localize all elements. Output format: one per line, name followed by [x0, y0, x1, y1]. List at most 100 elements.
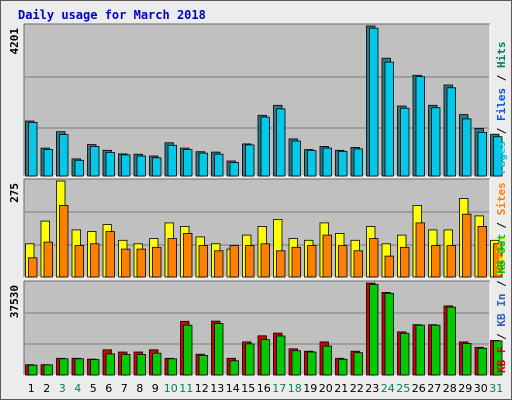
bar-visits-sites-14 [229, 245, 239, 278]
bar-hits-pages-25 [400, 107, 410, 177]
bar-visits-sites-1 [28, 257, 38, 278]
bar-visits-sites-13 [214, 250, 224, 278]
legend-separator: / [495, 121, 508, 141]
bar-visits-sites-21 [338, 245, 348, 278]
x-tick-label-28: 28 [443, 382, 457, 395]
bar-kbytes-kb-out-8 [136, 353, 146, 376]
x-tick-label-12: 12 [195, 382, 209, 395]
x-tick-label-10: 10 [164, 382, 178, 395]
x-tick-label-27: 27 [427, 382, 441, 395]
x-tick-label-25: 25 [396, 382, 410, 395]
bar-hits-pages-31 [493, 136, 503, 177]
y-max-label: 275 [8, 183, 21, 203]
legend-visits: Visits / Sites [495, 182, 508, 275]
y-max-label: 37530 [8, 285, 21, 318]
x-tick-label-5: 5 [90, 382, 97, 395]
x-tick-label-1: 1 [28, 382, 35, 395]
x-tick-label-3: 3 [59, 382, 66, 395]
bar-visits-sites-2 [43, 241, 53, 278]
bar-kbytes-kb-out-16 [260, 339, 270, 376]
bar-visits-sites-4 [74, 245, 84, 278]
x-tick-label-4: 4 [74, 382, 81, 395]
x-tick-label-11: 11 [179, 382, 193, 395]
bar-hits-pages-15 [245, 144, 255, 177]
bar-kbytes-kb-out-20 [322, 345, 332, 376]
bar-hits-pages-3 [59, 134, 69, 177]
bar-hits-pages-5 [90, 145, 100, 177]
bar-visits-sites-28 [446, 245, 456, 278]
bar-visits-sites-30 [477, 225, 487, 278]
bar-kbytes-kb-out-3 [59, 358, 69, 376]
bar-kbytes-kb-out-2 [43, 364, 53, 376]
bar-visits-sites-8 [136, 248, 146, 278]
legend-separator: / [495, 215, 508, 235]
x-tick-label-18: 18 [288, 382, 302, 395]
bar-hits-pages-23 [369, 27, 379, 177]
x-tick-label-15: 15 [241, 382, 255, 395]
bar-hits-pages-19 [307, 150, 317, 177]
bar-visits-sites-27 [431, 245, 441, 278]
bar-hits-pages-14 [229, 161, 239, 177]
bar-kbytes-kb-out-6 [105, 353, 115, 376]
legend-separator: / [495, 274, 508, 294]
legend-item-kb-f: KB F [495, 347, 508, 374]
bar-kbytes-kb-out-27 [431, 324, 441, 376]
bar-hits-pages-21 [338, 150, 348, 177]
bar-hits-pages-24 [384, 61, 394, 177]
bar-hits-pages-28 [446, 87, 456, 177]
bar-kbytes-kb-out-10 [167, 358, 177, 376]
bar-kbytes-kb-out-18 [291, 350, 301, 376]
bar-visits-sites-29 [462, 213, 472, 278]
x-tick-label-24: 24 [381, 382, 395, 395]
legend-hits: Pages / Files / Hits [495, 42, 508, 175]
bar-hits-pages-17 [276, 108, 286, 177]
legend-kbytes: KB F / KB In / KB Out [495, 234, 508, 373]
bar-hits-pages-27 [431, 107, 441, 177]
legend-item-hits: Hits [495, 42, 508, 69]
bar-visits-sites-23 [369, 238, 379, 278]
bar-visits-sites-5 [90, 243, 100, 278]
x-tick-label-23: 23 [365, 382, 379, 395]
x-tick-label-9: 9 [152, 382, 159, 395]
bar-visits-sites-3 [59, 204, 69, 278]
panel-kbytes [24, 281, 490, 375]
bar-visits-sites-31 [493, 243, 503, 278]
x-tick-label-30: 30 [474, 382, 488, 395]
bar-visits-sites-18 [291, 246, 301, 278]
bar-kbytes-kb-out-24 [384, 292, 394, 376]
legend-item-sites: Sites [495, 182, 508, 215]
x-tick-label-7: 7 [121, 382, 128, 395]
x-tick-label-26: 26 [412, 382, 426, 395]
bar-kbytes-kb-out-11 [183, 324, 193, 376]
y-max-label: 4201 [8, 28, 21, 55]
bar-kbytes-kb-out-26 [415, 324, 425, 376]
bar-hits-pages-4 [74, 159, 84, 177]
panel-visits [24, 179, 490, 277]
bar-kbytes-kb-out-9 [152, 352, 162, 376]
bar-kbytes-kb-out-7 [121, 353, 131, 376]
legend-item-pages: Pages [495, 141, 508, 174]
panel-hits [24, 24, 490, 176]
bar-hits-pages-29 [462, 118, 472, 177]
bar-hits-pages-1 [28, 122, 38, 177]
x-tick-label-2: 2 [43, 382, 50, 395]
bar-kbytes-kb-out-28 [446, 306, 456, 376]
legend-item-kb-in: KB In [495, 294, 508, 327]
bar-hits-pages-10 [167, 144, 177, 177]
bar-kbytes-kb-out-14 [229, 360, 239, 376]
legend-item-kb-out: KB Out [495, 234, 508, 274]
bar-kbytes-kb-out-25 [400, 332, 410, 376]
bar-hits-pages-16 [260, 116, 270, 177]
x-tick-label-19: 19 [303, 382, 317, 395]
x-tick-label-17: 17 [272, 382, 286, 395]
bar-kbytes-kb-out-22 [353, 352, 363, 376]
bar-visits-sites-25 [400, 246, 410, 278]
x-tick-label-14: 14 [226, 382, 240, 395]
bar-visits-sites-11 [183, 232, 193, 278]
bar-hits-pages-26 [415, 76, 425, 177]
bar-visits-sites-17 [276, 250, 286, 278]
legend-item-visits: Visits [495, 235, 508, 275]
bar-kbytes-kb-out-29 [462, 342, 472, 376]
bar-kbytes-kb-out-13 [214, 323, 224, 376]
